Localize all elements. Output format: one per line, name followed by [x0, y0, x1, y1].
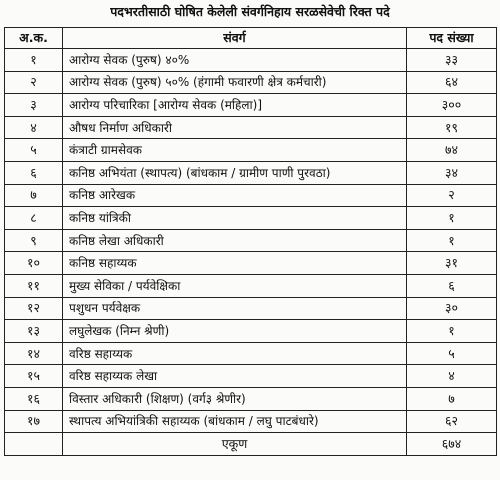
post-count-cell: ३३ [406, 48, 497, 72]
table-row: १६ विस्तार अधिकारी (शिक्षण) (वर्ग३ श्रेण… [4, 386, 497, 411]
post-count-cell: ६४ [406, 70, 497, 95]
table-row: १३ लघुलेखक (निम्न श्रेणी) १ [4, 319, 497, 343]
cadre-cell: वरिष्ठ सहाय्यक लेखा [62, 364, 407, 388]
serial-number-cell: ९ [4, 228, 63, 253]
table-row: १ आरोग्य सेवक (पुरुष) ४०% ३३ [4, 48, 497, 72]
table-header-row: अ.क. संवर्ग पद संख्या [4, 27, 497, 49]
total-empty-cell [4, 432, 63, 457]
page-title: पदभरतीसाठी घोषित केलेली संवर्गनिहाय सरळस… [110, 4, 390, 19]
serial-number-cell: ६ [4, 160, 63, 185]
post-count-cell: १ [406, 319, 497, 343]
post-count-cell: ४ [406, 364, 497, 388]
cadre-cell: कनिष्ठ सहाय्यक [62, 251, 407, 275]
cadre-cell: वरिष्ठ सहाय्यक [62, 341, 407, 366]
serial-number-cell: १० [4, 251, 63, 275]
serial-number-cell: ८ [4, 206, 63, 230]
table-row: ५ कंत्राटी ग्रामसेवक ७४ [4, 138, 497, 162]
table-row: २ आरोग्य सेवक (पुरुष) ५०% (हंगामी फवारणी… [4, 70, 497, 95]
table-row: १४ वरिष्ठ सहाय्यक ५ [4, 341, 497, 366]
cadre-cell: आरोग्य सेवक (पुरुष) ५०% (हंगामी फवारणी क… [62, 70, 407, 95]
total-label: एकूण [62, 432, 407, 457]
serial-number-cell: ५ [4, 138, 63, 162]
table-row: ४ औषध निर्माण अधिकारी १९ [4, 115, 497, 140]
vacancy-table: अ.क. संवर्ग पद संख्या १ आरोग्य सेवक (पुर… [4, 27, 497, 457]
table-row: १२ पशुधन पर्यवेक्षक ३० [4, 296, 497, 321]
cadre-cell: स्थापत्य अभियांत्रिकी सहाय्यक (बांधकाम /… [62, 409, 407, 434]
table-row: १५ वरिष्ठ सहाय्यक लेखा ४ [4, 364, 497, 388]
post-count-cell: ३० [406, 296, 497, 321]
total-count: ६७४ [406, 432, 497, 457]
serial-number-cell: ११ [4, 273, 63, 298]
serial-number-cell: ७ [4, 183, 63, 208]
cadre-cell: पशुधन पर्यवेक्षक [62, 296, 407, 321]
post-count-cell: ७ [406, 386, 497, 411]
table-row: ६ कनिष्ठ अभियंता (स्थापत्य) (बांधकाम / ग… [4, 160, 497, 185]
post-count-cell: ३१ [406, 251, 497, 275]
serial-number-cell: २ [4, 70, 63, 95]
cadre-cell: आरोग्य सेवक (पुरुष) ४०% [62, 48, 407, 72]
post-count-cell: ७४ [406, 138, 497, 162]
table-row: १७ स्थापत्य अभियांत्रिकी सहाय्यक (बांधका… [4, 409, 497, 434]
post-count-cell: ३४ [406, 160, 497, 185]
total-row: एकूण ६७४ [4, 432, 497, 457]
table-row: ९ कनिष्ठ लेखा अधिकारी १ [4, 228, 497, 253]
post-count-cell: २ [406, 183, 497, 208]
table-row: ७ कनिष्ठ आरेखक २ [4, 183, 497, 208]
cadre-cell: कंत्राटी ग्रामसेवक [62, 138, 407, 162]
table-row: ८ कनिष्ठ यांत्रिकी १ [4, 206, 497, 230]
serial-number-cell: १५ [4, 364, 63, 388]
table-row: ११ मुख्य सेविका / पर्यवेक्षिका ६ [4, 273, 497, 298]
header-cadre: संवर्ग [62, 27, 407, 49]
serial-number-cell: ४ [4, 115, 63, 140]
cadre-cell: कनिष्ठ लेखा अधिकारी [62, 228, 407, 253]
serial-number-cell: १ [4, 48, 63, 72]
serial-number-cell: ३ [4, 93, 63, 117]
header-post-count: पद संख्या [406, 27, 497, 49]
cadre-cell: आरोग्य परिचारिका [आरोग्य सेवक (महिला)] [62, 93, 407, 117]
cadre-cell: मुख्य सेविका / पर्यवेक्षिका [62, 273, 407, 298]
serial-number-cell: १४ [4, 341, 63, 366]
post-count-cell: १ [406, 206, 497, 230]
table-row: १० कनिष्ठ सहाय्यक ३१ [4, 251, 497, 275]
post-count-cell: ६ [406, 273, 497, 298]
serial-number-cell: १६ [4, 386, 63, 411]
cadre-cell: कनिष्ठ आरेखक [62, 183, 407, 208]
cadre-cell: औषध निर्माण अधिकारी [62, 115, 407, 140]
cadre-cell: लघुलेखक (निम्न श्रेणी) [62, 319, 407, 343]
table-row: ३ आरोग्य परिचारिका [आरोग्य सेवक (महिला)]… [4, 93, 497, 117]
cadre-cell: कनिष्ठ यांत्रिकी [62, 206, 407, 230]
serial-number-cell: १७ [4, 409, 63, 434]
serial-number-cell: १२ [4, 296, 63, 321]
post-count-cell: १ [406, 228, 497, 253]
post-count-cell: १९ [406, 115, 497, 140]
post-count-cell: ५ [406, 341, 497, 366]
cadre-cell: कनिष्ठ अभियंता (स्थापत्य) (बांधकाम / ग्र… [62, 160, 407, 185]
post-count-cell: ३०० [406, 93, 497, 117]
header-serial-number: अ.क. [4, 27, 63, 49]
serial-number-cell: १३ [4, 319, 63, 343]
post-count-cell: ६२ [406, 409, 497, 434]
cadre-cell: विस्तार अधिकारी (शिक्षण) (वर्ग३ श्रेणीर) [62, 386, 407, 411]
